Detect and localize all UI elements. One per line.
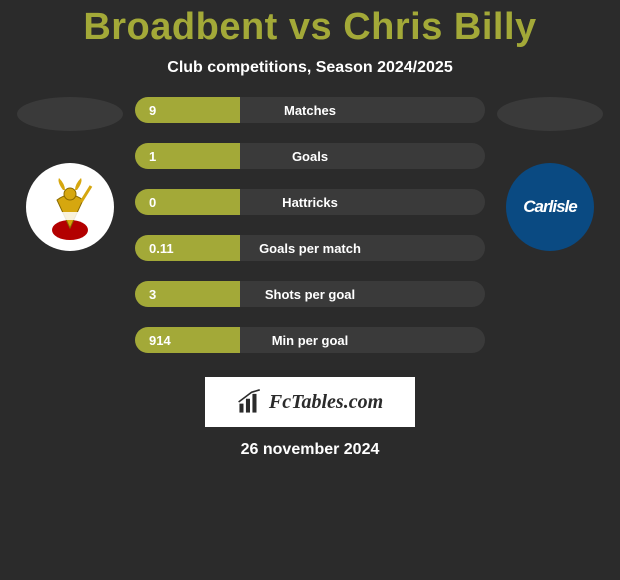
stat-row: 3 Shots per goal [135, 281, 485, 307]
stats-column: 9 Matches 1 Goals 0 Hattricks 0.11 Goals per ma… [135, 97, 485, 353]
date-label: 26 november 2024 [0, 441, 620, 459]
subtitle: Club competitions, Season 2024/2025 [0, 59, 620, 77]
stat-row: 0 Hattricks [135, 189, 485, 215]
left-team-badge [26, 163, 114, 251]
carlisle-wordmark: Carlisle [523, 197, 576, 217]
stat-left-value: 0 [135, 189, 240, 215]
left-ellipse-decor [17, 97, 123, 131]
stat-left-value: 0.11 [135, 235, 240, 261]
fctables-badge: FcTables.com [205, 377, 415, 427]
stat-left-value: 9 [135, 97, 240, 123]
right-ellipse-decor [497, 97, 603, 131]
stat-left-value: 914 [135, 327, 240, 353]
fctables-chart-icon [237, 389, 263, 415]
stat-left-value: 3 [135, 281, 240, 307]
stat-row: 914 Min per goal [135, 327, 485, 353]
right-side: Carlisle [495, 97, 605, 251]
doncaster-crest-icon [35, 172, 105, 242]
fctables-label: FcTables.com [269, 391, 383, 414]
stat-label: Goals per match [259, 241, 361, 256]
page-title: Broadbent vs Chris Billy [0, 6, 620, 49]
stat-label: Matches [284, 103, 336, 118]
stat-row: 1 Goals [135, 143, 485, 169]
stat-label: Min per goal [272, 333, 349, 348]
left-side [15, 97, 125, 251]
comparison-container: 9 Matches 1 Goals 0 Hattricks 0.11 Goals per ma… [0, 97, 620, 353]
stat-row: 9 Matches [135, 97, 485, 123]
stat-left-value: 1 [135, 143, 240, 169]
stat-label: Shots per goal [265, 287, 355, 302]
stat-label: Goals [292, 149, 328, 164]
stat-label: Hattricks [282, 195, 338, 210]
right-team-badge: Carlisle [506, 163, 594, 251]
stat-row: 0.11 Goals per match [135, 235, 485, 261]
